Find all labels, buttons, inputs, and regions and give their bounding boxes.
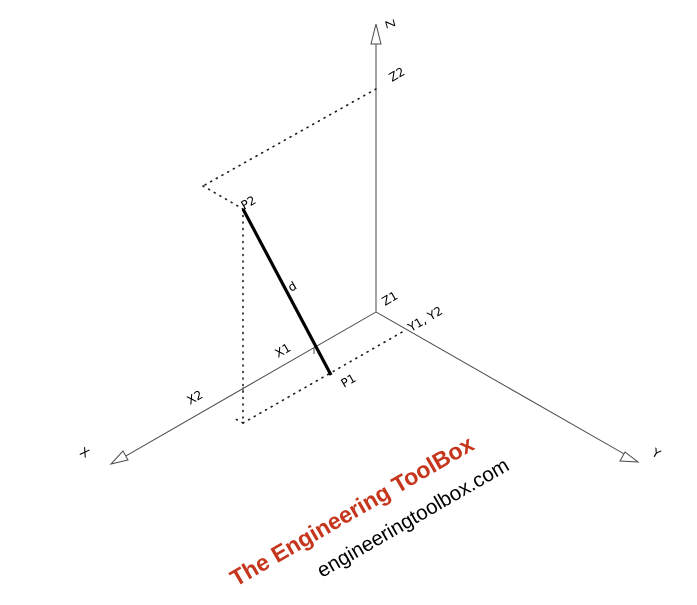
x2-label: X2 [185, 388, 206, 408]
y-axis-arrowhead [619, 451, 640, 463]
x2-to-floor-line [231, 416, 244, 424]
z-axis-arrowhead [370, 23, 382, 45]
p2-to-projection-line [202, 185, 244, 210]
y1-y2-label: Y1, Y2 [405, 304, 445, 335]
z-axis-label: Z [382, 18, 398, 30]
z1-label: Z1 [380, 289, 401, 309]
y-axis-label: Y [649, 445, 664, 462]
x-axis-arrowhead [109, 450, 129, 465]
z2-horizontal-projection [202, 88, 377, 187]
x1-label: X1 [273, 341, 294, 361]
floor-y-projection-line [242, 330, 405, 424]
z2-label: Z2 [387, 65, 408, 85]
x-axis-label: X [78, 444, 92, 460]
x-axis-line [123, 311, 377, 458]
p1-label: P1 [339, 371, 359, 391]
y-axis-line [375, 311, 627, 456]
p2-label: P2 [239, 193, 259, 213]
distance-segment [241, 208, 333, 376]
